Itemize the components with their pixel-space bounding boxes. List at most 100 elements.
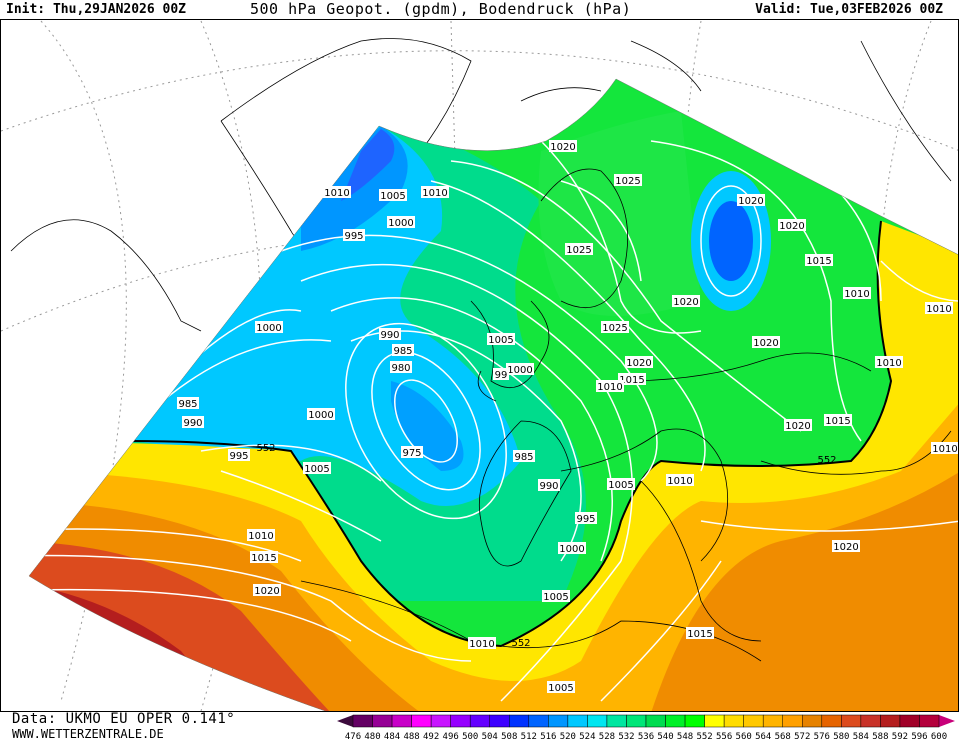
isobar-label: 1020 xyxy=(672,295,700,308)
isobar-label-text: 1000 xyxy=(559,544,584,555)
field-blue-low xyxy=(391,381,464,471)
isobar-label-text: 1000 xyxy=(256,323,281,334)
colorbar-label: 552 xyxy=(696,732,712,741)
isobar-label-text: 1000 xyxy=(388,218,413,229)
colorbar-swatch xyxy=(821,714,842,728)
colorbar-swatch xyxy=(880,714,901,728)
isobar-label: 995 xyxy=(575,512,597,525)
isobar-label-text: 1010 xyxy=(324,188,349,199)
isobar-label-text: 1010 xyxy=(422,188,447,199)
isobar-label-text: 1015 xyxy=(251,553,276,564)
isobar-label-text: 1010 xyxy=(876,358,901,369)
isobar-label-text: 1025 xyxy=(615,176,640,187)
geopot-label-text: 552 xyxy=(817,455,836,466)
isobar-label-text: 1025 xyxy=(602,323,627,334)
colorbar-label: 572 xyxy=(794,732,810,741)
isobar-label: 1010 xyxy=(596,380,624,393)
geopot-label: 552 xyxy=(511,638,530,649)
map-svg: 1020 1025 1020 1020 1010 1005 1010 1000 995 1025 1… xyxy=(1,20,958,711)
isobar-label: 1020 xyxy=(737,194,765,207)
isobar-label-text: 1020 xyxy=(626,358,651,369)
isobar-label-text: 990 xyxy=(380,330,399,341)
isobar-label: 1005 xyxy=(607,478,635,491)
isobar-label: 985 xyxy=(513,450,535,463)
colorbar-label: 516 xyxy=(540,732,556,741)
colorbar-swatch xyxy=(450,714,471,728)
colorbar-swatch xyxy=(430,714,451,728)
isobar-label-text: 1020 xyxy=(738,196,763,207)
isobar-label-text: 995 xyxy=(344,231,363,242)
isobar-label-text: 1020 xyxy=(785,421,810,432)
isobar-label-text: 1015 xyxy=(619,375,644,386)
isobar-label-text: 1020 xyxy=(254,586,279,597)
isobar-label: 1025 xyxy=(614,174,642,187)
colorbar-swatch xyxy=(841,714,862,728)
colorbar-arrow-low xyxy=(337,715,353,727)
isobar-label: 990 xyxy=(379,328,401,341)
colorbar-swatch xyxy=(743,714,764,728)
isobar-label: 1020 xyxy=(253,584,281,597)
isobar-label: 1000 xyxy=(387,216,415,229)
isobar-label-text: 995 xyxy=(576,514,595,525)
colorbar-label: 492 xyxy=(423,732,439,741)
isobar-label: 1015 xyxy=(824,414,852,427)
colorbar-swatch xyxy=(723,714,744,728)
isobar-label: 1005 xyxy=(487,333,515,346)
isobar-label-text: 1005 xyxy=(488,335,513,346)
colorbar-label: 520 xyxy=(560,732,576,741)
isobar-label-text: 1020 xyxy=(779,221,804,232)
weather-map: 1020 1025 1020 1020 1010 1005 1010 1000 995 1025 1… xyxy=(0,19,959,712)
isobar-label-text: 1010 xyxy=(597,382,622,393)
isobar-label: 985 xyxy=(177,397,199,410)
colorbar-swatch xyxy=(606,714,627,728)
colorbar-label: 500 xyxy=(462,732,478,741)
isobar-label-text: 1020 xyxy=(833,542,858,553)
isobar-label: 1025 xyxy=(565,243,593,256)
colorbar-label: 528 xyxy=(599,732,615,741)
map-title: 500 hPa Geopot. (gpdm), Bodendruck (hPa) xyxy=(250,0,632,18)
colorbar-label: 484 xyxy=(384,732,400,741)
isobar-label: 1020 xyxy=(549,140,577,153)
isobar-label: 1005 xyxy=(379,189,407,202)
isobar-label-text: 1005 xyxy=(543,592,568,603)
isobar-label: 1020 xyxy=(752,336,780,349)
init-time: Init: Thu,29JAN2026 00Z xyxy=(6,2,187,17)
colorbar-swatch xyxy=(548,714,569,728)
isobar-label: 1020 xyxy=(832,540,860,553)
isobar-label: 1010 xyxy=(875,356,903,369)
colorbar-label: 548 xyxy=(677,732,693,741)
isobar-label-text: 1005 xyxy=(380,191,405,202)
isobar-label-text: 990 xyxy=(539,481,558,492)
colorbar-swatch xyxy=(899,714,920,728)
isobar-label: 1010 xyxy=(421,186,449,199)
isobar-label-text: 980 xyxy=(391,363,410,374)
isobar-label-text: 985 xyxy=(178,399,197,410)
isobar-label: 1010 xyxy=(468,637,496,650)
isobar-label: 1010 xyxy=(323,186,351,199)
colorbar-label: 488 xyxy=(403,732,419,741)
geopot-label-text: 552 xyxy=(256,443,275,454)
isobar-label: 1015 xyxy=(686,627,714,640)
colorbar-swatch xyxy=(489,714,510,728)
geopot-label: 552 xyxy=(817,455,836,466)
colorbar-swatch xyxy=(391,714,412,728)
isobar-label-text: 1020 xyxy=(673,297,698,308)
isobar-label: 1015 xyxy=(805,254,833,267)
colorbar-swatch xyxy=(860,714,881,728)
data-source: Data: UKMO EU OPER 0.141° xyxy=(12,711,236,727)
isobar-label: 1025 xyxy=(601,321,629,334)
isobar-label-text: 1010 xyxy=(248,531,273,542)
field-scand xyxy=(538,111,701,316)
isobar-label: 1000 xyxy=(558,542,586,555)
colorbar-swatch xyxy=(704,714,725,728)
colorbar-swatch xyxy=(528,714,549,728)
colorbar-label: 556 xyxy=(716,732,732,741)
colorbar-swatch xyxy=(802,714,823,728)
isobar-label-text: 99 xyxy=(495,370,508,381)
isobar-label: 990 xyxy=(182,416,204,429)
colorbar-arrow-high xyxy=(939,715,955,727)
isobar-label: 985 xyxy=(392,344,414,357)
colorbar-swatch xyxy=(411,714,432,728)
website[interactable]: WWW.WETTERZENTRALE.DE xyxy=(12,727,164,741)
colorbar-label: 540 xyxy=(657,732,673,741)
